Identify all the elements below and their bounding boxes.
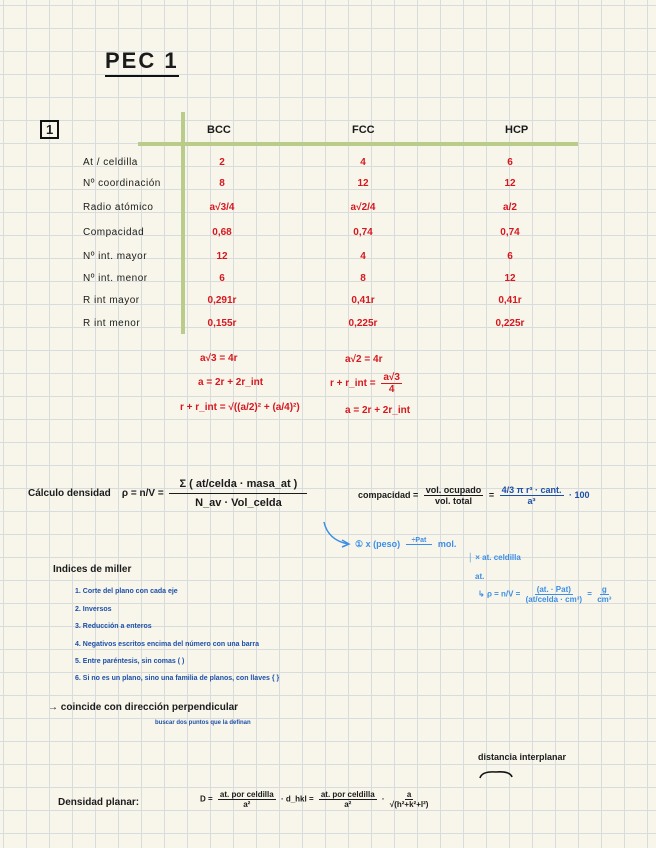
numerator: g <box>599 585 609 595</box>
equals: = <box>587 589 592 599</box>
numerator: (at. · Pat) <box>534 585 573 595</box>
row-label: R int mayor <box>83 295 140 306</box>
dot: · <box>381 794 385 804</box>
table-cell: 0,74 <box>353 227 373 238</box>
table-cell: 0,291r <box>207 295 237 306</box>
table-cell: 0,41r <box>351 295 375 306</box>
miller-step: 3. Reducción a enteros <box>75 623 152 630</box>
table-cell: 12 <box>357 178 369 189</box>
step-1-end: mol. <box>437 538 457 549</box>
row-label: Nº int. menor <box>83 273 148 284</box>
denominator: cm³ <box>597 595 612 604</box>
row-label: Nº int. mayor <box>83 251 148 262</box>
table-cell: 0,225r <box>495 318 525 329</box>
planar-mid: · d_hkl = <box>280 794 314 804</box>
numerator: vol. ocupado <box>423 485 484 496</box>
table-cell: 0,41r <box>498 295 522 306</box>
table-cell: 0,225r <box>348 318 378 329</box>
miller-step: 6. Si no es un plano, sino una familia d… <box>75 675 280 682</box>
table-cell: 12 <box>504 178 516 189</box>
formula: r + r_int = a√3 4 <box>330 372 405 395</box>
miller-subnote: buscar dos puntos que la definan <box>155 720 251 726</box>
denominator: vol. total <box>435 496 473 506</box>
table-cell: 8 <box>219 178 225 189</box>
numerator: at. por celdilla <box>217 790 276 800</box>
table-cell: a√2/4 <box>350 202 376 213</box>
arrow-label: ÷Pat <box>405 537 433 545</box>
miller-title: Indices de miller <box>53 564 132 575</box>
density-formula: Cálculo densidad ρ = n/V = Σ ( at/celda … <box>28 478 310 509</box>
table-cell: a/2 <box>503 202 517 213</box>
row-label: R int menor <box>83 318 141 329</box>
denominator: √(h²+k²+l²) <box>389 800 429 809</box>
equals: = <box>488 489 495 500</box>
planar-label: Densidad planar: <box>58 797 140 808</box>
arrow-icon <box>323 521 351 548</box>
numerator: at. por celdilla <box>318 790 377 800</box>
table-cell: 2 <box>219 157 225 168</box>
denominator: a² <box>243 800 251 809</box>
row-label: Radio atómico <box>83 202 154 213</box>
denominator: 4 <box>388 384 395 395</box>
denominator: a² <box>344 800 352 809</box>
formula: a√3 = 4r <box>200 353 238 364</box>
denominator: a³ <box>527 496 536 506</box>
table-cell: 8 <box>360 273 366 284</box>
table-cell: 0,68 <box>212 227 232 238</box>
table-cell: 0,74 <box>500 227 520 238</box>
step-2: │ × at. celdilla <box>468 553 521 562</box>
density-label: Cálculo densidad <box>28 488 111 500</box>
interplanar-annotation: distancia interplanar <box>478 752 567 762</box>
header-bcc: BCC <box>207 124 231 136</box>
formula: r + r_int = √((a/2)² + (a/4)²) <box>180 402 300 413</box>
section-number: 1 <box>40 120 60 139</box>
formula: a = 2r + 2r_int <box>198 377 264 388</box>
table-cell: 6 <box>507 251 513 262</box>
density-lhs: ρ = n/V = <box>121 488 164 500</box>
table-cell: 4 <box>360 251 366 262</box>
denominator: (at/celda · cm³) <box>525 595 583 604</box>
planar-formula: D = at. por celdilla a² · d_hkl = at. por… <box>200 790 431 809</box>
planar-lhs: D = <box>200 794 213 804</box>
numerator: Σ ( at/celda · masa_at ) <box>169 478 308 494</box>
step-4-lhs: ρ = n/V = <box>486 589 521 599</box>
formula: a√2 = 4r <box>345 354 383 365</box>
miller-note: → coincide con dirección perpendicular <box>48 702 239 713</box>
miller-step: 5. Entre paréntesis, sin comas ( ) <box>75 658 185 665</box>
table-horizontal-line <box>138 142 578 146</box>
step-1: ① x (peso) <box>355 538 401 549</box>
brace-icon <box>479 771 513 779</box>
miller-step: 4. Negativos escritos encima del número … <box>75 641 260 648</box>
page-title: PEC 1 <box>105 48 179 77</box>
numerator: a <box>404 790 414 800</box>
table-cell: 12 <box>216 251 228 262</box>
miller-step: 1. Corte del plano con cada eje <box>75 588 178 595</box>
table-cell: a√3/4 <box>209 202 235 213</box>
table-cell: 0,155r <box>207 318 237 329</box>
denominator: N_av · Vol_celda <box>195 497 282 509</box>
miller-step: 2. Inversos <box>75 606 112 613</box>
compacity-formula: compacidad = vol. ocupado vol. total = 4/… <box>358 485 590 506</box>
formula-part: r + r_int = <box>330 378 376 390</box>
step-4: ↳ ρ = n/V = (at. · Pat) (at/celda · cm³) … <box>478 585 612 604</box>
formula: a = 2r + 2r_int <box>345 405 411 416</box>
row-label: Nº coordinación <box>83 178 161 189</box>
table-vertical-line <box>181 112 185 334</box>
table-cell: 6 <box>507 157 513 168</box>
times-100: · 100 <box>569 489 590 500</box>
row-label: At / celdilla <box>83 157 138 168</box>
numerator: a√3 <box>381 372 402 384</box>
header-fcc: FCC <box>352 124 375 136</box>
numerator: 4/3 π r³ · cant. <box>499 485 564 496</box>
header-hcp: HCP <box>505 124 529 136</box>
table-cell: 4 <box>360 157 366 168</box>
step-2-label: × at. celdilla <box>475 553 521 562</box>
table-cell: 12 <box>504 273 516 284</box>
row-label: Compacidad <box>83 227 145 238</box>
table-cell: 6 <box>219 273 225 284</box>
step-3: at. <box>475 572 485 581</box>
compacity-label: compacidad = <box>358 489 419 500</box>
density-steps: ① x (peso) ÷Pat mol. <box>355 537 456 552</box>
